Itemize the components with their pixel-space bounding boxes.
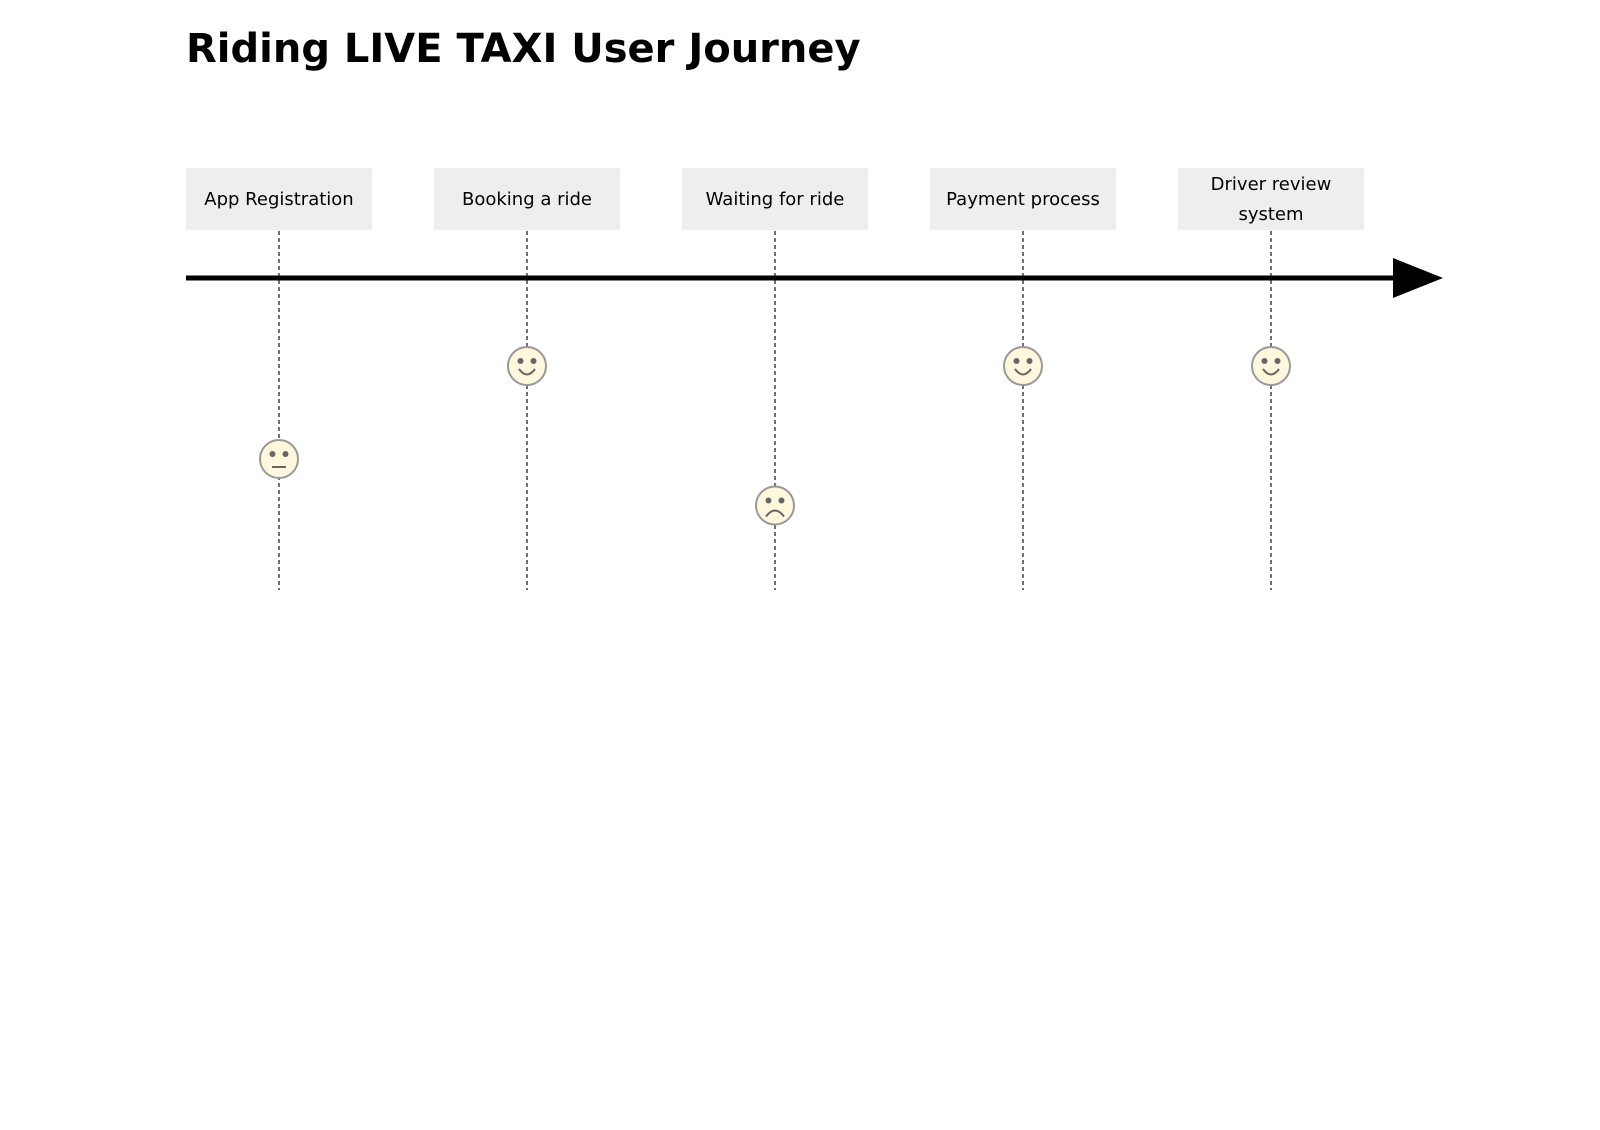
- face-right-eye: [530, 358, 537, 364]
- face-left-eye: [269, 451, 276, 457]
- task-column: Driver review system: [1178, 168, 1364, 590]
- face-smile-mouth: [1262, 368, 1280, 376]
- face-circle: [259, 439, 299, 479]
- neutral-face-icon: [259, 439, 299, 479]
- task-box[interactable]: [682, 168, 868, 230]
- task-column: Booking a ride: [434, 168, 620, 590]
- face-right-eye: [282, 451, 289, 457]
- task-box[interactable]: [434, 168, 620, 230]
- task-label-line: App Registration: [204, 189, 353, 210]
- face-frown-mouth: [765, 509, 785, 518]
- task-label-line: Booking a ride: [462, 189, 592, 210]
- task-label: Booking a ride: [462, 189, 592, 210]
- face-circle: [755, 485, 795, 526]
- task-label: Driver review system: [1211, 174, 1332, 225]
- face-left-eye: [517, 358, 524, 364]
- happy-face-icon: [1003, 346, 1043, 386]
- happy-face-icon: [507, 346, 547, 386]
- task-label: Waiting for ride: [706, 189, 845, 210]
- task-label-line: Payment process: [946, 189, 1100, 210]
- task-label-line: Waiting for ride: [706, 189, 845, 210]
- task-label-line: system: [1238, 204, 1303, 225]
- happy-face-icon: [1251, 346, 1291, 386]
- face-circle: [1003, 346, 1043, 386]
- task-box[interactable]: [186, 168, 372, 230]
- face-right-eye: [1274, 358, 1281, 364]
- task-column: Waiting for ride: [682, 168, 868, 590]
- task-label-line: Driver review: [1211, 174, 1332, 195]
- face-circle: [507, 346, 547, 386]
- face-left-eye: [1013, 358, 1020, 364]
- face-right-eye: [1026, 358, 1033, 364]
- face-right-eye: [778, 497, 785, 504]
- task-label: App Registration: [204, 189, 353, 210]
- sad-face-icon: [755, 485, 795, 526]
- page-title: Riding LIVE TAXI User Journey: [186, 26, 861, 72]
- task-columns: App Registration Booking a ride Waiting fo…: [186, 168, 1364, 590]
- face-circle: [1251, 346, 1291, 386]
- task-box[interactable]: [1178, 168, 1364, 230]
- face-left-eye: [1261, 358, 1268, 364]
- mood-faces: [259, 346, 1291, 526]
- task-column: App Registration: [186, 168, 372, 590]
- face-left-eye: [765, 497, 772, 504]
- task-label: Payment process: [946, 189, 1100, 210]
- face-smile-mouth: [518, 368, 536, 376]
- face-smile-mouth: [1014, 368, 1032, 376]
- task-box[interactable]: [930, 168, 1116, 230]
